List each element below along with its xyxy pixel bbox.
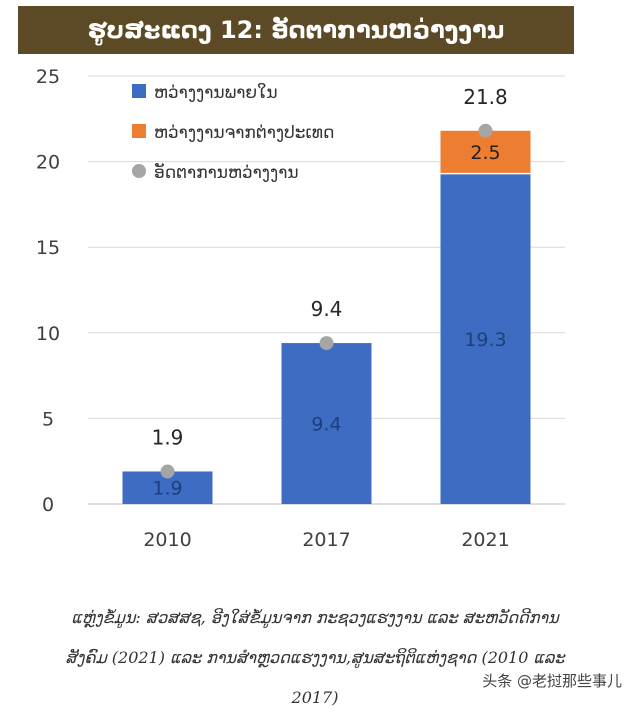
rate-marker	[478, 123, 493, 138]
total-label: 1.9	[152, 425, 184, 449]
bar-foreign-label: 2.5	[470, 142, 500, 164]
y-tick-label: 0	[42, 494, 54, 516]
source-note: ແຫຼ່ງຂໍ້ມູນ: ສວສສຊ, ອີງໃສ່ຂໍ້ມູນຈາກ ກະຊວ…	[10, 598, 620, 718]
rate-marker	[160, 464, 175, 479]
x-tick-label: 2021	[461, 529, 509, 551]
watermark: 头条 @老挝那些事儿	[478, 669, 626, 692]
y-tick-label: 5	[42, 408, 54, 430]
y-tick-label: 15	[36, 237, 60, 259]
y-tick-label: 10	[36, 323, 60, 345]
bar-domestic-label: 1.9	[152, 478, 182, 500]
legend-marker-rate	[132, 164, 146, 178]
y-tick-label: 25	[36, 66, 60, 88]
source-line-2: ສັງຄົມ (2021) ແລະ ການສໍາຫຼວດແຮງງານ,ສູນສະ…	[65, 648, 565, 667]
bar-domestic	[440, 173, 531, 505]
rate-marker	[319, 336, 334, 351]
total-label: 9.4	[311, 297, 343, 321]
legend-label-domestic: ຫວ່າງງານພາຍໃນ	[154, 82, 278, 103]
source-line-1: ແຫຼ່ງຂໍ້ມູນ: ສວສສຊ, ອີງໃສ່ຂໍ້ມູນຈາກ ກະຊວ…	[71, 608, 559, 627]
legend-swatch-domestic	[132, 84, 146, 98]
bar-domestic-label: 19.3	[464, 329, 506, 351]
legend-label-foreign: ຫວ່າງງານຈາກຕ່າງປະເທດ	[154, 123, 334, 143]
source-line-3: 2017)	[291, 688, 339, 707]
title-bar: ຮູບສະແດງ 12: ອັດຕາການຫວ່າງງານ	[18, 6, 574, 54]
bar-domestic-label: 9.4	[311, 414, 341, 436]
x-tick-label: 2010	[143, 529, 191, 551]
bar-domestic	[281, 343, 372, 504]
y-tick-label: 20	[36, 152, 60, 174]
legend-label-rate: ອັດຕາການຫວ່າງງານ	[154, 161, 299, 183]
legend-swatch-foreign	[132, 124, 146, 138]
bar-foreign	[440, 130, 531, 174]
total-label: 21.8	[463, 85, 508, 109]
x-tick-label: 2017	[302, 529, 350, 551]
chart: 0 5 10 15 20 25 1.9 1.9 2010 9.4 9.4 2017 19.3 2.5 21.…	[36, 66, 565, 551]
chart-title: ຮູບສະແດງ 12: ອັດຕາການຫວ່າງງານ	[87, 16, 505, 44]
